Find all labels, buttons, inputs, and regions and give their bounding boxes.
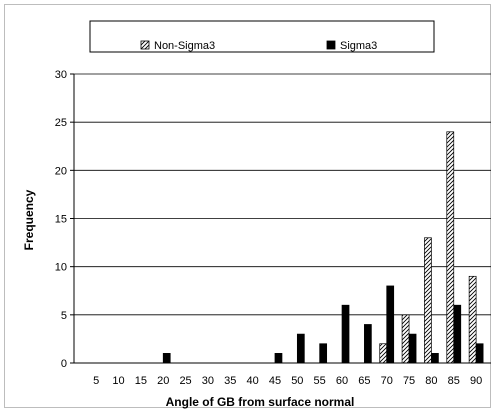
bar-non-sigma3-90 bbox=[468, 275, 477, 364]
x-tick-label: 25 bbox=[179, 375, 191, 387]
bar-sigma3-50 bbox=[296, 333, 305, 364]
chart-frame: Non-Sigma3 Sigma3 0 5 10 15 20 25 30 5 10 15 20 25… bbox=[4, 4, 491, 409]
bar-sigma3-75 bbox=[408, 333, 417, 364]
x-tick-label: 45 bbox=[269, 375, 281, 387]
bar-sigma3-80 bbox=[431, 353, 439, 364]
y-tick-labels: 0 5 10 15 20 25 30 bbox=[55, 69, 74, 370]
y-tick-label: 15 bbox=[55, 214, 67, 226]
y-tick-label: 5 bbox=[61, 310, 67, 322]
bars bbox=[162, 131, 484, 364]
x-tick-label: 40 bbox=[247, 375, 259, 387]
legend-swatch-sigma3 bbox=[326, 40, 336, 50]
bar-sigma3-90 bbox=[475, 343, 484, 364]
chart-svg: Non-Sigma3 Sigma3 0 5 10 15 20 25 30 5 10 15 20 25… bbox=[22, 20, 491, 409]
x-tick-label: 20 bbox=[157, 375, 169, 387]
x-tick-label: 85 bbox=[448, 375, 460, 387]
y-tick-label: 0 bbox=[61, 358, 67, 370]
x-tick-label: 5 bbox=[93, 375, 99, 387]
gridlines bbox=[74, 73, 491, 316]
bar-sigma3-85 bbox=[453, 304, 462, 364]
x-tick-labels: 5 10 15 20 25 30 35 40 45 50 55 60 65 70 75 80 85 90 bbox=[93, 375, 482, 387]
bar-sigma3-55 bbox=[319, 343, 328, 364]
y-tick-label: 25 bbox=[55, 117, 67, 129]
bar-non-sigma3-75 bbox=[401, 314, 410, 364]
legend-label-sigma3: Sigma3 bbox=[340, 40, 377, 52]
x-tick-label: 10 bbox=[112, 375, 124, 387]
y-tick-label: 10 bbox=[55, 262, 67, 274]
y-tick-label: 20 bbox=[55, 165, 67, 177]
bar-sigma3-60 bbox=[341, 304, 350, 364]
x-tick-label: 75 bbox=[403, 375, 415, 387]
x-tick-label: 80 bbox=[425, 375, 437, 387]
x-tick-label: 55 bbox=[314, 375, 326, 387]
legend-swatch-non-sigma3 bbox=[140, 40, 150, 50]
bar-sigma3-65 bbox=[364, 324, 372, 364]
y-axis-title: Frequency bbox=[22, 189, 36, 250]
x-tick-label: 30 bbox=[202, 375, 214, 387]
y-tick-label: 30 bbox=[55, 69, 67, 81]
x-axis-title: Angle of GB from surface normal bbox=[166, 395, 355, 409]
x-tick-label: 65 bbox=[358, 375, 370, 387]
legend: Non-Sigma3 Sigma3 bbox=[89, 20, 435, 53]
x-tick-label: 35 bbox=[224, 375, 236, 387]
x-tick-label: 90 bbox=[470, 375, 482, 387]
legend-label-non-sigma3: Non-Sigma3 bbox=[154, 40, 215, 52]
bar-non-sigma3-70 bbox=[379, 343, 388, 364]
bar-sigma3-20 bbox=[162, 353, 171, 364]
bar-non-sigma3-85 bbox=[446, 131, 455, 364]
bar-sigma3-45 bbox=[274, 353, 283, 364]
x-tick-label: 50 bbox=[291, 375, 303, 387]
bar-non-sigma3-80 bbox=[424, 237, 432, 364]
x-tick-label: 70 bbox=[381, 375, 393, 387]
bar-sigma3-70 bbox=[386, 285, 395, 364]
x-tick-label: 15 bbox=[135, 375, 147, 387]
x-tick-label: 60 bbox=[336, 375, 348, 387]
